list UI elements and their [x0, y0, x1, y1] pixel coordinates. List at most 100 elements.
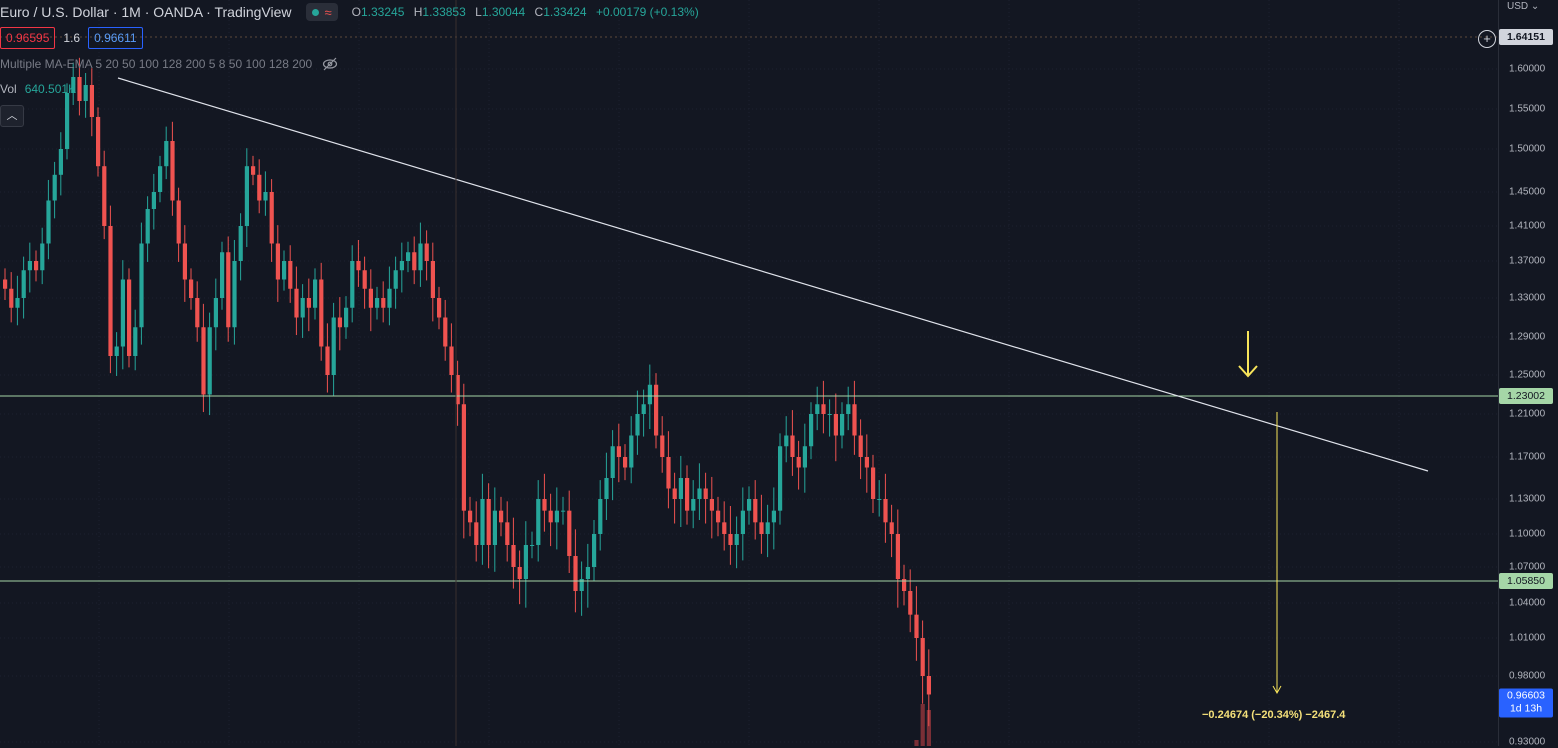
candle	[344, 296, 349, 339]
candle-body	[158, 166, 163, 192]
candle	[65, 83, 70, 160]
candle-body	[189, 279, 194, 298]
trend-line[interactable]	[117, 77, 1429, 472]
sell-button[interactable]: 0.96595	[0, 27, 56, 49]
candle-body	[511, 545, 516, 567]
candle-body	[77, 77, 82, 101]
open-label: O	[351, 5, 361, 19]
close-value: 1.33424	[543, 5, 587, 19]
buy-button[interactable]: 0.96611	[88, 27, 143, 49]
add-alert-plus-icon[interactable]: +	[1478, 30, 1496, 48]
candle	[926, 649, 931, 727]
candle	[52, 161, 57, 219]
candle	[399, 242, 404, 293]
candle	[133, 309, 138, 371]
candle-body	[728, 534, 733, 545]
candle	[9, 272, 14, 323]
candle-body	[89, 85, 94, 117]
candle-body	[325, 346, 330, 375]
candle	[505, 501, 510, 562]
candle	[778, 433, 783, 525]
volume-legend[interactable]: Vol 640.501K	[0, 82, 76, 96]
candlestick-chart[interactable]	[0, 0, 1498, 746]
candle	[331, 302, 336, 396]
candle-body	[232, 261, 237, 328]
candle	[96, 107, 101, 177]
price-tick-label: 0.98000	[1509, 670, 1546, 682]
price-tick-label: 1.04000	[1509, 597, 1546, 609]
candle-body	[740, 510, 745, 534]
candle-body	[610, 446, 615, 478]
low-label: L	[475, 5, 482, 19]
change-value: +0.00179 (+0.13%)	[595, 5, 699, 19]
candle	[226, 236, 231, 342]
candle-body	[65, 93, 70, 149]
candle-body	[703, 488, 708, 499]
volume-bar	[926, 710, 931, 746]
spread-value: 1.6	[63, 31, 81, 45]
candle-body	[269, 192, 274, 244]
high-value: 1.33853	[422, 5, 466, 19]
replay-wave-icon: ≈	[324, 4, 332, 20]
candle-body	[809, 414, 814, 447]
candle-body	[654, 384, 659, 436]
candle	[151, 173, 156, 230]
crosshair-price-tag: 1.64151	[1499, 29, 1553, 45]
candle	[716, 496, 721, 537]
candle-body	[108, 226, 113, 356]
candle	[840, 402, 845, 449]
candle	[58, 132, 63, 196]
candle-body	[852, 404, 857, 436]
ohlc-values: O1.33245 H1.33853 L1.30044 C1.33424 +0.0…	[352, 5, 705, 19]
candle	[666, 431, 671, 509]
price-tick-label: 1.21000	[1509, 408, 1546, 420]
candle-body	[3, 279, 8, 289]
candle	[127, 268, 132, 368]
price-axis[interactable]: USD ⌄ 1.60000 1.55000 1.50000 1.45000 1.4100…	[1498, 0, 1558, 748]
price-tick-label: 0.93000	[1509, 736, 1546, 748]
candle-body	[437, 298, 442, 318]
candle-body	[536, 499, 541, 545]
candle-body	[492, 510, 497, 545]
chart-pane[interactable]: Euro / U.S. Dollar · 1M · OANDA · Tradin…	[0, 0, 1498, 746]
candles	[3, 57, 931, 727]
price-tick-label: 1.25000	[1509, 369, 1546, 381]
candle	[21, 256, 26, 319]
candle-body	[914, 614, 919, 638]
candle	[542, 473, 547, 532]
candle	[678, 455, 683, 527]
candle-body	[579, 579, 584, 591]
market-status-pill[interactable]: ≈	[305, 3, 338, 21]
candle-body	[393, 270, 398, 289]
candle	[740, 487, 745, 561]
candle	[561, 496, 566, 525]
candle-body	[127, 279, 132, 356]
candle	[530, 531, 535, 559]
currency-selector[interactable]: USD ⌄	[1507, 1, 1539, 12]
candle	[393, 256, 398, 309]
candle-body	[368, 288, 373, 308]
candle	[306, 278, 311, 332]
symbol-title[interactable]: Euro / U.S. Dollar · 1M · OANDA · Tradin…	[0, 4, 292, 20]
candle	[536, 480, 541, 562]
candle	[387, 266, 392, 326]
eye-crossed-icon[interactable]	[322, 57, 338, 71]
collapse-legend-button[interactable]: ︿	[0, 105, 24, 127]
candle	[468, 496, 473, 537]
candle	[83, 73, 88, 118]
candle-body	[858, 435, 863, 457]
candle	[325, 323, 330, 393]
ma-indicator-legend[interactable]: Multiple MA-EMA 5 20 50 100 128 200 5 8 …	[0, 57, 338, 71]
candle-body	[251, 166, 256, 175]
candle-body	[902, 579, 907, 591]
volume-value: 640.501K	[24, 82, 77, 96]
grid-lines	[0, 0, 1498, 746]
market-status-dot-icon	[311, 8, 319, 16]
ma-indicator-label[interactable]: Multiple MA-EMA 5 20 50 100 128 200 5 8 …	[0, 57, 313, 71]
candle	[77, 57, 82, 116]
price-tick-label: 1.29000	[1509, 331, 1546, 343]
candle-body	[350, 261, 355, 308]
candle	[635, 390, 640, 455]
candle-body	[282, 261, 287, 280]
candle	[629, 416, 634, 484]
